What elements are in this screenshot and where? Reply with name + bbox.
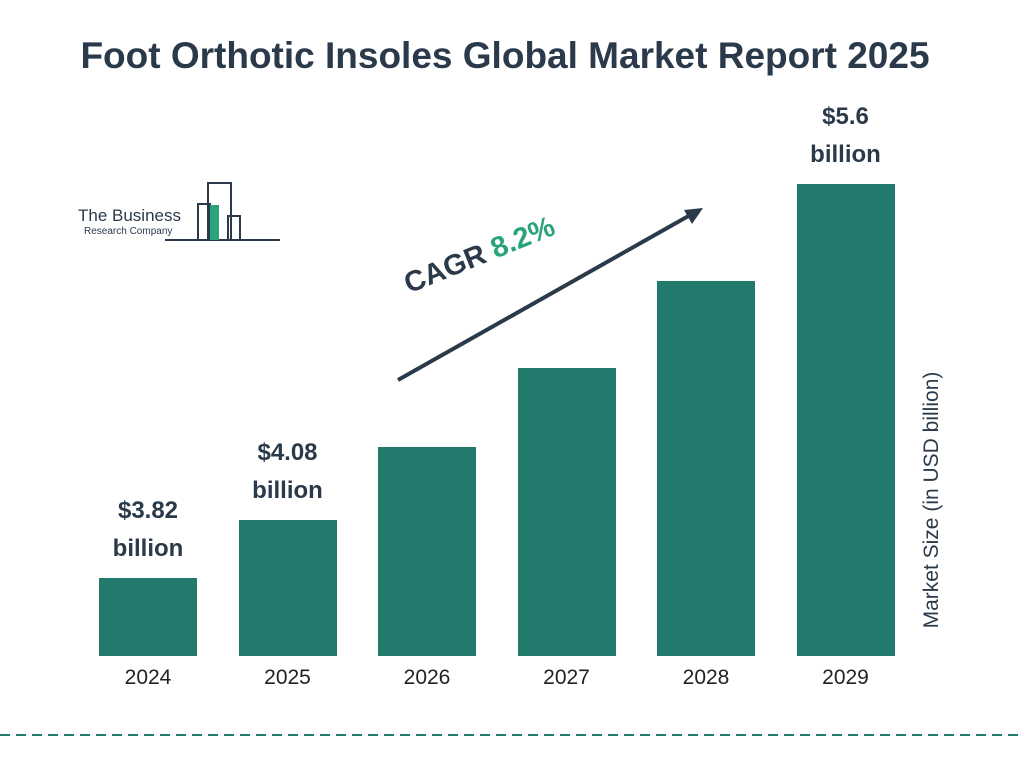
logo-subtext: Research Company — [84, 226, 173, 237]
y-axis-label: Market Size (in USD billion) — [920, 371, 943, 629]
bar — [517, 367, 616, 656]
logo-accent — [210, 205, 219, 240]
bar — [378, 447, 476, 656]
x-tick-label: 2024 — [124, 666, 172, 689]
x-tick-label: 2028 — [682, 666, 730, 689]
x-tick-label: 2026 — [403, 666, 451, 689]
cagr-arrowhead — [684, 208, 703, 224]
bar — [99, 577, 197, 656]
x-tick-label: 2027 — [543, 666, 590, 689]
cagr-arrow — [397, 212, 693, 382]
logo-text: The Business — [78, 206, 181, 225]
bar — [238, 520, 337, 656]
chart-title: Foot Orthotic Insoles Global Market Repo… — [80, 35, 930, 76]
value-label: $4.08 billion — [252, 439, 323, 505]
bar — [796, 184, 895, 656]
bar — [657, 281, 755, 656]
logo-icon — [165, 182, 280, 241]
value-label: $3.82 billion — [112, 496, 184, 562]
x-tick-label: 2029 — [822, 666, 869, 689]
value-label: $5.6 billion — [810, 103, 881, 168]
x-tick-label: 2025 — [264, 666, 311, 689]
